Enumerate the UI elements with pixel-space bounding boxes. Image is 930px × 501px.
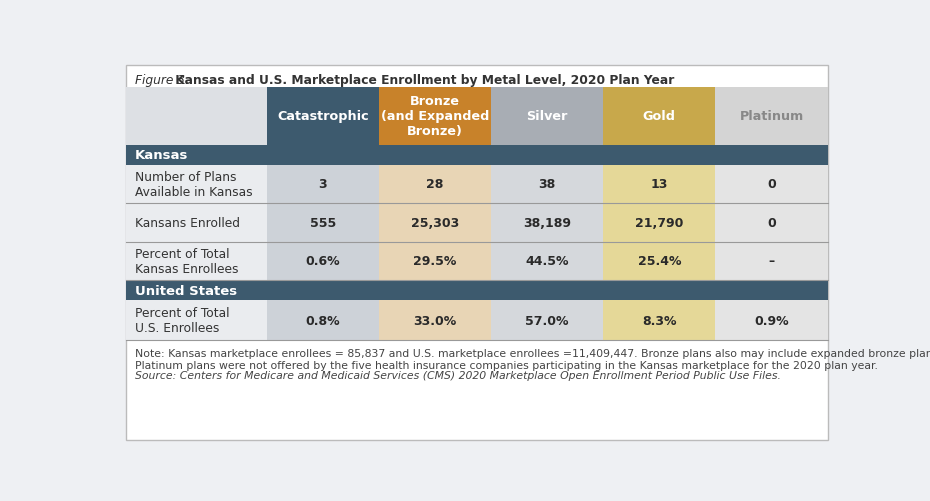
Bar: [267, 242, 379, 281]
Text: 38: 38: [538, 178, 556, 191]
Text: 13: 13: [651, 178, 668, 191]
Text: 38,189: 38,189: [524, 216, 571, 229]
Text: 555: 555: [310, 216, 336, 229]
Bar: [604, 301, 715, 341]
Text: Catastrophic: Catastrophic: [277, 110, 368, 123]
Text: Kansas: Kansas: [135, 149, 188, 162]
Text: Gold: Gold: [643, 110, 676, 123]
Text: 29.5%: 29.5%: [413, 255, 457, 268]
Bar: [267, 88, 379, 145]
Bar: [379, 88, 491, 145]
Bar: [267, 301, 379, 341]
Bar: [491, 88, 604, 145]
Text: Note: Kansas marketplace enrollees = 85,837 and U.S. marketplace enrollees =11,4: Note: Kansas marketplace enrollees = 85,…: [135, 348, 930, 370]
Text: –: –: [768, 255, 775, 268]
Text: 8.3%: 8.3%: [642, 314, 677, 327]
Text: 25.4%: 25.4%: [638, 255, 681, 268]
Text: 21,790: 21,790: [635, 216, 684, 229]
Text: 0.6%: 0.6%: [305, 255, 340, 268]
Bar: [491, 242, 604, 281]
Text: 3: 3: [318, 178, 327, 191]
Bar: [267, 165, 379, 204]
Text: 28: 28: [426, 178, 444, 191]
Bar: [126, 301, 267, 341]
Bar: [379, 242, 491, 281]
Text: 0: 0: [767, 178, 776, 191]
Bar: [126, 165, 267, 204]
Bar: [379, 204, 491, 242]
Bar: [491, 165, 604, 204]
Text: 44.5%: 44.5%: [525, 255, 569, 268]
Bar: [126, 204, 267, 242]
Text: Kansas and U.S. Marketplace Enrollment by Metal Level, 2020 Plan Year: Kansas and U.S. Marketplace Enrollment b…: [170, 74, 674, 87]
Text: Platinum: Platinum: [739, 110, 804, 123]
Bar: [379, 301, 491, 341]
Text: 0.9%: 0.9%: [754, 314, 789, 327]
Text: 0: 0: [767, 216, 776, 229]
Text: 0.8%: 0.8%: [305, 314, 340, 327]
Text: 57.0%: 57.0%: [525, 314, 569, 327]
Bar: [267, 204, 379, 242]
Text: Figure 3.: Figure 3.: [135, 74, 189, 87]
Text: Source: Centers for Medicare and Medicaid Services (CMS) 2020 Marketplace Open E: Source: Centers for Medicare and Medicai…: [135, 370, 781, 380]
Bar: [715, 204, 828, 242]
Bar: [604, 204, 715, 242]
Bar: [715, 88, 828, 145]
Text: Silver: Silver: [526, 110, 568, 123]
Bar: [379, 165, 491, 204]
Bar: [604, 88, 715, 145]
Text: Bronze
(and Expanded
Bronze): Bronze (and Expanded Bronze): [380, 95, 489, 138]
Text: Kansans Enrolled: Kansans Enrolled: [135, 216, 240, 229]
Bar: [126, 145, 828, 165]
Bar: [126, 242, 267, 281]
Bar: [126, 281, 828, 301]
Text: United States: United States: [135, 284, 237, 297]
Bar: [491, 204, 604, 242]
Text: 25,303: 25,303: [411, 216, 459, 229]
Bar: [491, 301, 604, 341]
Bar: [715, 165, 828, 204]
Bar: [715, 242, 828, 281]
Bar: [126, 88, 267, 145]
Text: 33.0%: 33.0%: [413, 314, 457, 327]
Text: Number of Plans
Available in Kansas: Number of Plans Available in Kansas: [135, 171, 252, 198]
Bar: [604, 165, 715, 204]
Text: Percent of Total
U.S. Enrollees: Percent of Total U.S. Enrollees: [135, 307, 230, 335]
Bar: [604, 242, 715, 281]
Text: Percent of Total
Kansas Enrollees: Percent of Total Kansas Enrollees: [135, 247, 238, 276]
Bar: [715, 301, 828, 341]
